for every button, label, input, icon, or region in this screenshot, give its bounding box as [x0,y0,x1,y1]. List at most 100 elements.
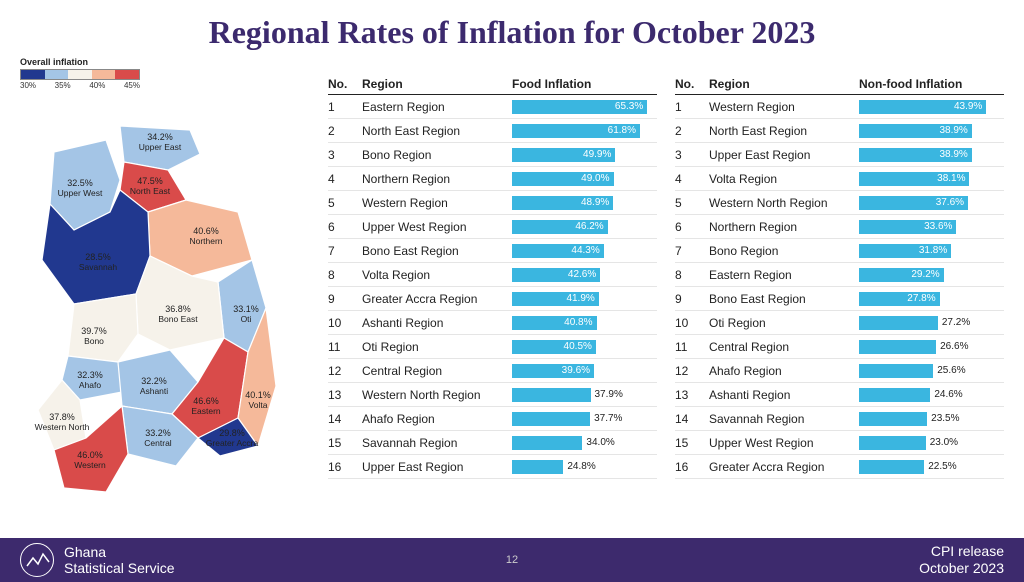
map-value-label: 40.6% [193,226,219,236]
legend-segment [45,70,69,79]
row-no: 16 [328,460,362,474]
legend-stop-label: 35% [55,81,71,90]
bar-value-label: 43.9% [954,100,982,114]
table-row: 10Ashanti Region40.8% [328,311,657,335]
footer-org: Ghana Statistical Service [64,544,174,576]
row-region: Greater Accra Region [709,460,859,474]
legend-stop-label: 45% [124,81,140,90]
map-value-label: 47.5% [137,176,163,186]
bar-value-label: 24.8% [567,460,595,474]
row-no: 9 [328,292,362,306]
map-value-label: 32.5% [67,178,93,188]
table-row: 16Greater Accra Region22.5% [675,455,1004,479]
col-header-value: Food Inflation [512,77,657,91]
row-bar: 27.8% [859,292,1004,306]
row-region: Eastern Region [362,100,512,114]
row-bar: 49.9% [512,148,657,162]
bar-value-label: 40.8% [564,316,592,330]
table-row: 9Greater Accra Region41.9% [328,287,657,311]
legend-stop-label: 30% [20,81,36,90]
bar-value-label: 42.6% [568,268,596,282]
row-bar: 43.9% [859,100,1004,114]
row-no: 10 [328,316,362,330]
bar-value-label: 39.6% [562,364,590,378]
row-bar: 48.9% [512,196,657,210]
table-row: 2North East Region38.9% [675,119,1004,143]
table-row: 15Upper West Region23.0% [675,431,1004,455]
bar-value-label: 41.9% [566,292,594,306]
table-row: 15Savannah Region34.0% [328,431,657,455]
bar-value-label: 29.2% [911,268,939,282]
footer-release-info: CPI release October 2023 [919,543,1004,577]
row-bar: 24.6% [859,388,1004,402]
map-region-label: Northern [189,236,222,246]
bar-value-label: 38.9% [939,124,967,138]
row-region: Upper West Region [362,220,512,234]
col-header-value: Non-food Inflation [859,77,1004,91]
map-value-label: 33.2% [145,428,171,438]
row-no: 4 [328,172,362,186]
row-bar: 38.1% [859,172,1004,186]
row-no: 14 [328,412,362,426]
row-bar: 37.6% [859,196,1004,210]
row-bar: 27.2% [859,316,1004,330]
release-date: October 2023 [919,560,1004,577]
map-region-label: Western North [35,422,90,432]
bar-value-label: 23.0% [930,436,958,450]
map-region-label: Oti [241,314,252,324]
map-value-label: 29.8% [219,428,245,438]
row-region: Upper East Region [709,148,859,162]
legend-labels: 30%35%40%45% [20,81,140,90]
row-no: 7 [328,244,362,258]
bar-value-label: 23.5% [931,412,959,426]
map-region-label: Central [144,438,172,448]
row-bar: 65.3% [512,100,657,114]
bar-value-label: 33.6% [924,220,952,234]
map-value-label: 46.0% [77,450,103,460]
bar-value-label: 37.6% [936,196,964,210]
table-row: 7Bono East Region44.3% [328,239,657,263]
map-value-label: 33.1% [233,304,259,314]
row-bar: 26.6% [859,340,1004,354]
bar-value-label: 49.0% [581,172,609,186]
nonfood-inflation-table: No. Region Non-food Inflation 1Western R… [675,57,1004,527]
table-row: 10Oti Region27.2% [675,311,1004,335]
row-region: Western Region [709,100,859,114]
table-row: 7Bono Region31.8% [675,239,1004,263]
row-no: 9 [675,292,709,306]
table-row: 9Bono East Region27.8% [675,287,1004,311]
map-region-label: Western [74,460,106,470]
bar-fill [512,388,591,402]
row-no: 6 [675,220,709,234]
row-bar: 31.8% [859,244,1004,258]
bar-value-label: 40.5% [564,340,592,354]
row-bar: 23.0% [859,436,1004,450]
bar-value-label: 61.8% [608,124,636,138]
map-value-label: 46.6% [193,396,219,406]
col-header-no: No. [675,77,709,91]
row-no: 3 [328,148,362,162]
table-row: 11Oti Region40.5% [328,335,657,359]
row-no: 6 [328,220,362,234]
row-no: 13 [328,388,362,402]
row-bar: 38.9% [859,124,1004,138]
row-no: 12 [328,364,362,378]
row-bar: 38.9% [859,148,1004,162]
legend-title: Overall inflation [20,57,310,67]
row-region: Eastern Region [709,268,859,282]
row-region: Ahafo Region [709,364,859,378]
row-bar: 40.8% [512,316,657,330]
bar-value-label: 46.2% [575,220,603,234]
legend-segment [68,70,92,79]
food-inflation-table: No. Region Food Inflation 1Eastern Regio… [328,57,657,527]
col-header-region: Region [709,77,859,91]
map-value-label: 32.2% [141,376,167,386]
table-row: 6Upper West Region 46.2% [328,215,657,239]
row-no: 14 [675,412,709,426]
map-region-label: Ahafo [79,380,101,390]
footer-bar: Ghana Statistical Service 12 CPI release… [0,538,1024,582]
bar-value-label: 27.2% [942,316,970,330]
bar-value-label: 48.9% [581,196,609,210]
bar-value-label: 24.6% [934,388,962,402]
map-region-label: Bono [84,336,104,346]
